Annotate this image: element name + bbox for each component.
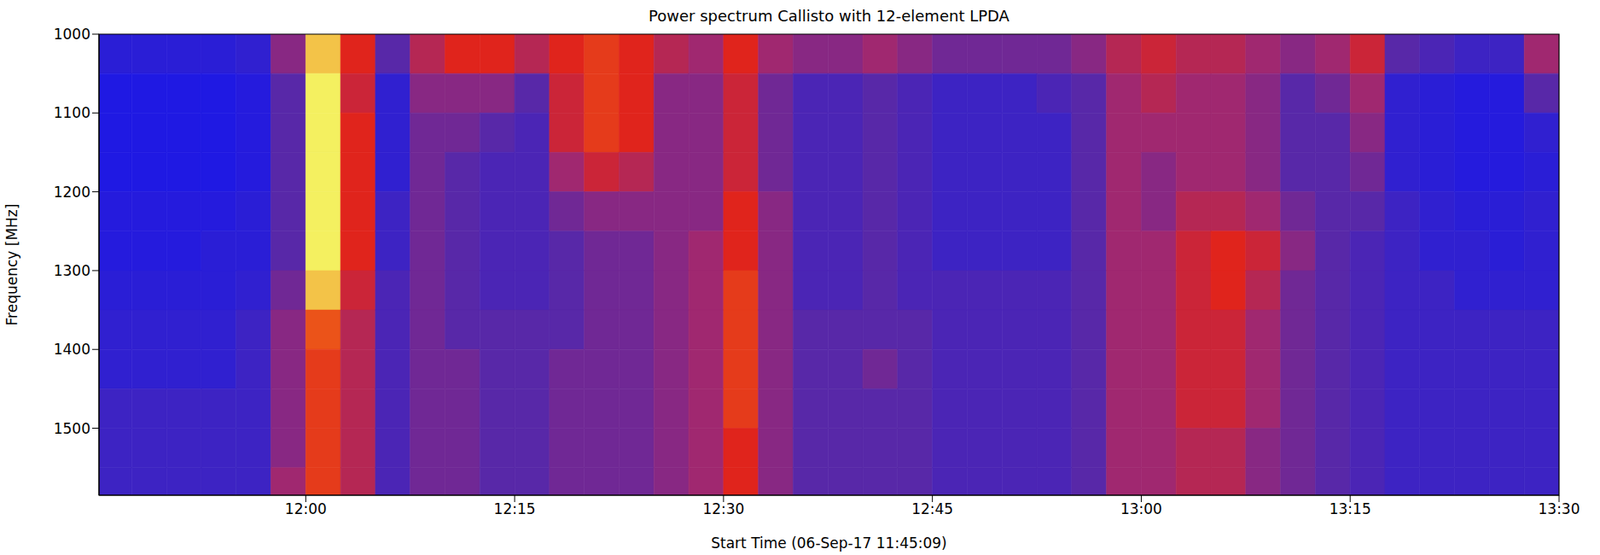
svg-text:13:30: 13:30: [1538, 500, 1581, 518]
svg-text:12:45: 12:45: [911, 500, 954, 518]
html-text:Power spectrum Callisto with 1: Power spectrum Callisto with 12-element …: [648, 6, 1010, 25]
svg-text:12:00: 12:00: [285, 500, 327, 518]
svg-text:1200: 1200: [53, 183, 91, 201]
svg-text:1300: 1300: [53, 261, 91, 280]
svg-text:1500: 1500: [53, 419, 91, 437]
svg-text:Start Time (06-Sep-17 11:45:09: Start Time (06-Sep-17 11:45:09): [710, 534, 948, 552]
svg-text:13:00: 13:00: [1120, 500, 1163, 518]
svg-text:1100: 1100: [53, 104, 91, 122]
svg-text:12:15: 12:15: [494, 500, 536, 518]
svg-text:1000: 1000: [53, 25, 91, 43]
svg-text:13:15: 13:15: [1329, 500, 1372, 518]
svg-text:1400: 1400: [53, 340, 91, 358]
svg-text:12:30: 12:30: [702, 500, 745, 518]
svg-text:Frequency [MHz]: Frequency [MHz]: [3, 203, 21, 326]
